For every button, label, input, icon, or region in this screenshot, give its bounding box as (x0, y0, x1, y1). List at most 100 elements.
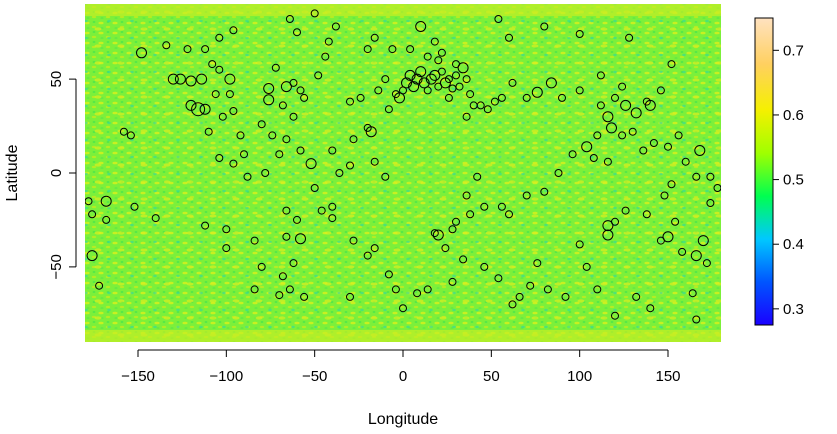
data-point (229, 107, 238, 115)
data-point (462, 191, 471, 200)
data-point (191, 102, 206, 117)
data-point (374, 86, 383, 95)
data-point (671, 217, 680, 226)
data-point (483, 105, 492, 114)
data-point (275, 291, 284, 300)
data-point (363, 45, 372, 54)
data-point (674, 131, 683, 140)
data-point (561, 292, 570, 301)
data-point (167, 73, 179, 85)
data-point (86, 250, 98, 262)
data-point (603, 157, 612, 166)
data-point (457, 62, 469, 74)
data-point (295, 233, 306, 245)
colorbar-tick-label: 0.5 (783, 172, 804, 189)
data-point (391, 285, 400, 294)
x-tick-label: 50 (483, 368, 500, 385)
data-point (466, 90, 475, 99)
data-point (494, 15, 503, 23)
data-point (575, 240, 584, 249)
data-point (278, 272, 287, 281)
data-point (406, 45, 415, 54)
data-point (602, 220, 614, 232)
data-point (697, 235, 709, 247)
data-point (606, 122, 617, 134)
data-point (630, 107, 642, 119)
y-tick-label: −50 (48, 254, 65, 279)
data-point (508, 300, 517, 309)
data-point (391, 90, 400, 99)
data-point (664, 142, 672, 151)
data-point (581, 141, 593, 153)
data-point (434, 56, 443, 65)
data-point (285, 285, 294, 294)
data-point (497, 202, 506, 211)
data-point (444, 93, 453, 102)
data-point (201, 221, 210, 230)
data-point (215, 154, 224, 162)
data-point (408, 81, 420, 93)
x-tick-label: 100 (567, 368, 592, 385)
data-point (289, 112, 298, 121)
y-axis: −50 0 50 (48, 71, 77, 280)
x-tick-label: 0 (399, 368, 407, 385)
data-point (88, 210, 97, 219)
data-point (257, 120, 266, 129)
data-point (85, 197, 93, 206)
data-point (596, 71, 605, 80)
data-point (300, 292, 309, 301)
y-tick-label: 50 (48, 71, 65, 88)
data-point (289, 259, 298, 268)
data-point (618, 131, 627, 140)
colorbar-tick-label: 0.6 (783, 107, 804, 124)
data-point (236, 131, 245, 140)
data-point (667, 60, 676, 69)
data-point (305, 158, 317, 170)
data-point (437, 67, 446, 76)
data-point (678, 247, 687, 256)
data-point (690, 250, 702, 262)
data-point (441, 244, 450, 253)
data-point (218, 112, 227, 121)
data-point (215, 33, 224, 42)
colorbar-tick-label: 0.3 (783, 301, 804, 318)
data-point (462, 112, 471, 121)
data-point (229, 159, 238, 168)
data-point (593, 131, 602, 140)
data-point (331, 22, 340, 31)
data-point (452, 217, 460, 226)
data-point (349, 135, 358, 144)
data-point (455, 82, 464, 91)
data-point (423, 86, 432, 95)
data-point (95, 281, 104, 290)
data-point (204, 127, 213, 136)
data-point (268, 131, 277, 140)
data-point (692, 315, 701, 324)
data-point (411, 73, 423, 85)
data-point (196, 73, 208, 85)
data-point (423, 52, 432, 61)
data-point (370, 33, 379, 42)
data-point (151, 214, 160, 223)
data-point (596, 101, 605, 110)
data-point (554, 169, 563, 177)
data-point (257, 262, 266, 271)
data-point (215, 65, 224, 74)
data-point (713, 184, 721, 192)
data-point (381, 172, 390, 181)
data-point (497, 93, 506, 102)
data-point (531, 86, 543, 98)
data-points (85, 9, 721, 324)
data-point (642, 97, 651, 106)
data-point (384, 105, 393, 114)
data-point (688, 289, 697, 298)
data-point (706, 172, 715, 181)
data-point (522, 93, 531, 102)
x-tick-label: −100 (209, 368, 243, 385)
data-point (119, 127, 128, 136)
data-point (401, 77, 412, 89)
data-point (399, 304, 407, 313)
colorbar-gradient (754, 17, 774, 326)
data-point (505, 33, 513, 42)
